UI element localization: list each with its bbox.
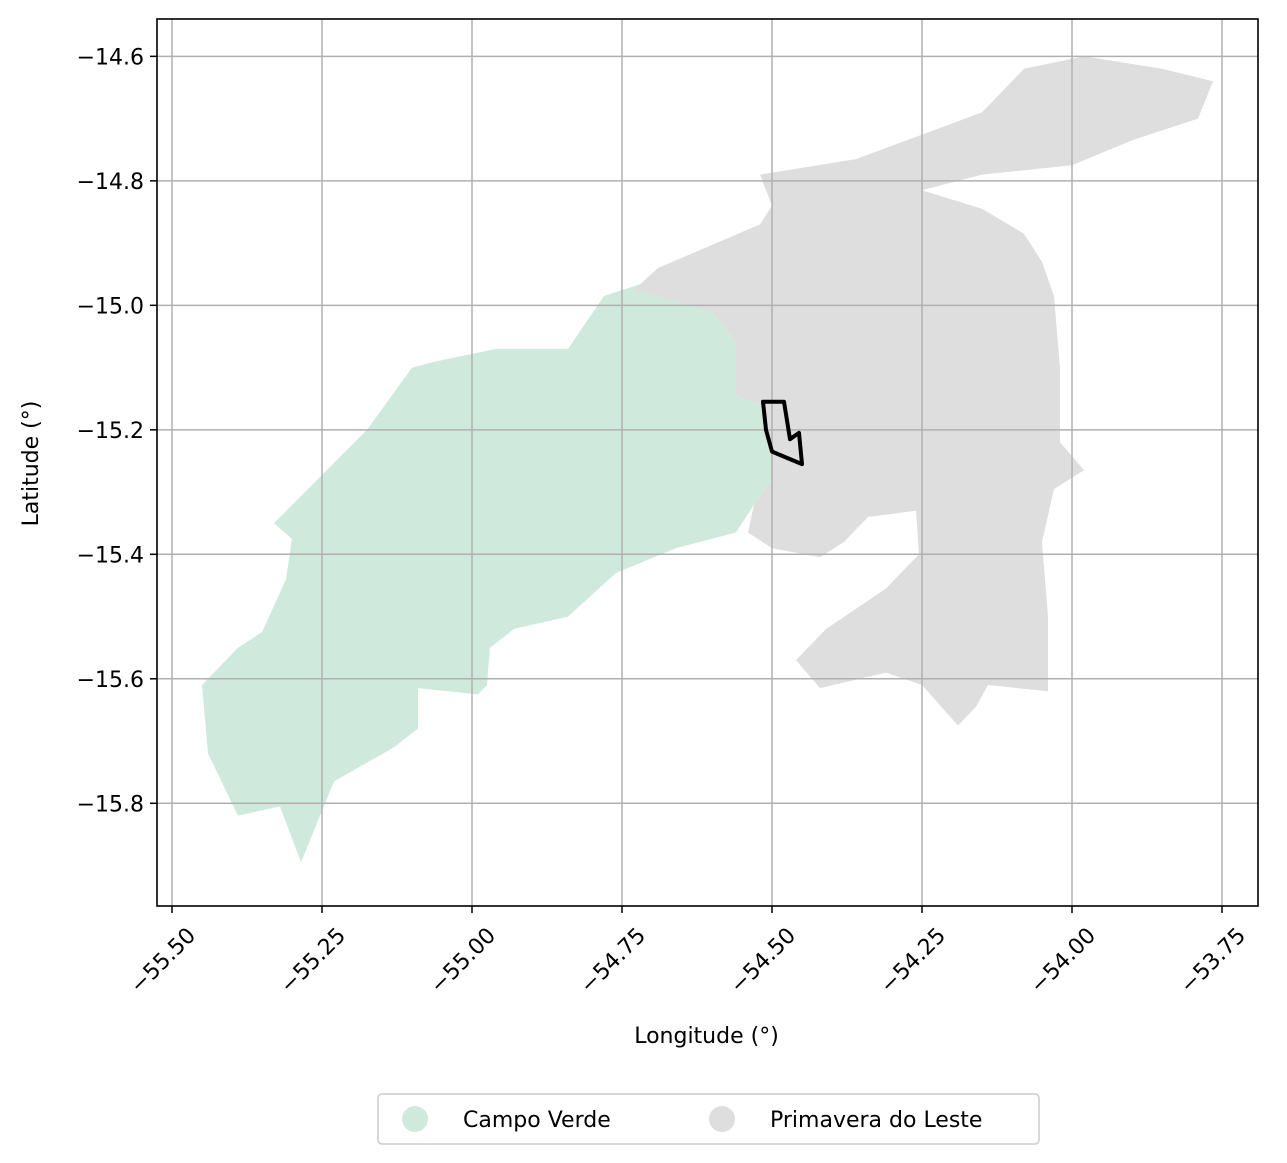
region-primavera-do-leste: [634, 56, 1213, 726]
highlight-outline: [761, 399, 804, 467]
legend-label-campo-verde: Campo Verde: [463, 1108, 611, 1133]
map-regions: [202, 56, 1213, 863]
legend-swatch-campo-verde: [402, 1106, 428, 1132]
plot-frame: [156, 18, 1259, 907]
y-tick-label: −15.8: [77, 792, 144, 817]
x-tick-label: −54.50: [726, 923, 801, 998]
x-tick-label: −54.00: [1026, 923, 1101, 998]
y-tick-label: −15.6: [77, 668, 144, 693]
legend-swatch-primavera-do-leste: [709, 1106, 735, 1132]
x-tick-label: −54.75: [576, 923, 651, 998]
x-axis-title: Longitude (°): [634, 1024, 779, 1049]
x-tick-label: −55.25: [276, 923, 351, 998]
y-tick-label: −15.2: [77, 419, 144, 444]
y-tick-label: −15.4: [77, 543, 144, 568]
x-tick-label: −55.50: [126, 923, 201, 998]
region-campo-verde: [202, 280, 772, 863]
x-axis-ticks: −55.50 −55.25 −55.00 −54.75 −54.50 −54.25 −54.…: [126, 906, 1251, 999]
grid-lines: [157, 19, 1258, 906]
x-tick-label: −55.00: [426, 923, 501, 998]
y-tick-label: −15.0: [77, 294, 144, 319]
legend-label-primavera-do-leste: Primavera do Leste: [770, 1108, 982, 1133]
legend: Campo Verde Primavera do Leste: [377, 1093, 1040, 1145]
y-axis-ticks: −14.6 −14.8 −15.0 −15.2 −15.4 −15.6 −15.8: [77, 45, 157, 817]
x-tick-label: −53.75: [1176, 923, 1251, 998]
highlight-outline-layer: [761, 399, 804, 467]
y-tick-label: −14.8: [77, 170, 144, 195]
y-tick-label: −14.6: [77, 45, 144, 70]
x-tick-label: −54.25: [876, 923, 951, 998]
y-axis-title: Latitude (°): [19, 401, 44, 527]
legend-box: [377, 1093, 1040, 1145]
